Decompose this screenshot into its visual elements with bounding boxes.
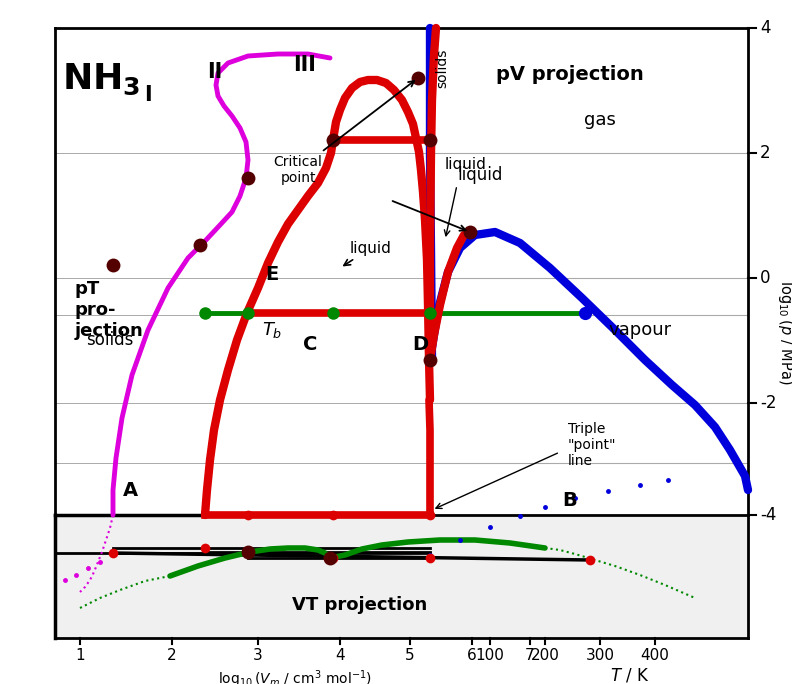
Text: III: III (294, 55, 317, 75)
Text: 5: 5 (406, 648, 415, 663)
Text: C: C (303, 335, 317, 354)
Text: 400: 400 (641, 648, 669, 663)
Polygon shape (430, 28, 748, 515)
Text: -4: -4 (760, 506, 776, 524)
Text: 300: 300 (585, 648, 615, 663)
Text: solids: solids (86, 331, 134, 349)
Text: Critical
point: Critical point (273, 81, 414, 185)
Text: 100: 100 (475, 648, 505, 663)
Text: solids: solids (435, 49, 449, 88)
Text: liquid: liquid (344, 241, 392, 265)
Text: A: A (123, 480, 138, 499)
Text: 6: 6 (467, 648, 477, 663)
Text: 2: 2 (760, 144, 771, 162)
Text: 200: 200 (531, 648, 559, 663)
Text: $T\ /\ \mathrm{K}$: $T\ /\ \mathrm{K}$ (610, 666, 650, 684)
Text: 4: 4 (760, 19, 771, 37)
Text: 1: 1 (75, 648, 85, 663)
Text: I: I (144, 85, 152, 105)
Text: gas: gas (584, 111, 616, 129)
Text: 4: 4 (335, 648, 345, 663)
Text: liquid: liquid (457, 166, 503, 184)
Text: 2: 2 (167, 648, 177, 663)
Text: 7: 7 (525, 648, 535, 663)
Text: Triple
"point"
line: Triple "point" line (568, 422, 616, 469)
Text: D: D (412, 335, 428, 354)
Text: $T_b$: $T_b$ (262, 320, 282, 340)
Text: liquid: liquid (445, 157, 487, 172)
Text: 3: 3 (253, 648, 263, 663)
Text: VT projection: VT projection (292, 596, 428, 614)
Text: E: E (265, 265, 279, 285)
Polygon shape (55, 28, 430, 515)
Text: II: II (208, 62, 223, 82)
Text: pT
pro-
jection: pT pro- jection (75, 280, 144, 340)
Text: vapour: vapour (608, 321, 672, 339)
Text: $\log_{10}(V_m\ /\ \mathrm{cm}^3\ \mathrm{mol}^{-1})$: $\log_{10}(V_m\ /\ \mathrm{cm}^3\ \mathr… (218, 668, 372, 684)
Text: 0: 0 (760, 269, 771, 287)
Text: $\log_{10}(p\ /\ \mathrm{MPa})$: $\log_{10}(p\ /\ \mathrm{MPa})$ (776, 280, 792, 384)
Text: pV projection: pV projection (496, 65, 644, 84)
Polygon shape (55, 515, 748, 638)
Text: $\mathbf{NH_3}$: $\mathbf{NH_3}$ (62, 62, 140, 97)
Text: B: B (562, 490, 577, 510)
Text: -2: -2 (760, 394, 776, 412)
